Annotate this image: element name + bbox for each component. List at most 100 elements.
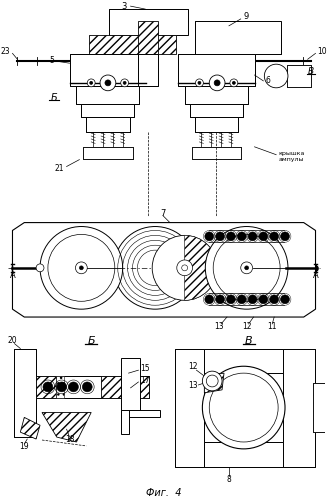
Circle shape (280, 295, 289, 304)
Circle shape (195, 79, 203, 87)
Bar (175, 348, 204, 467)
Circle shape (215, 232, 224, 241)
Bar (204, 442, 283, 466)
Circle shape (79, 266, 83, 270)
Bar (83, 147, 133, 158)
Text: 18: 18 (65, 434, 74, 444)
Text: ампулы: ампулы (278, 157, 304, 162)
Bar (121, 410, 129, 434)
Bar (70, 54, 146, 86)
Bar (83, 147, 133, 158)
Bar (195, 21, 244, 54)
Circle shape (121, 79, 129, 87)
Circle shape (259, 295, 268, 304)
Bar (195, 118, 238, 132)
Polygon shape (20, 418, 40, 439)
Circle shape (264, 64, 288, 88)
Circle shape (248, 232, 257, 241)
Bar (96, 56, 116, 66)
Text: 9: 9 (244, 12, 249, 22)
Bar (126, 376, 149, 398)
Text: 12: 12 (188, 362, 197, 370)
Circle shape (205, 232, 214, 241)
Circle shape (202, 366, 285, 449)
Bar (195, 56, 216, 66)
Circle shape (36, 264, 44, 272)
Bar (192, 147, 241, 158)
Circle shape (202, 371, 222, 391)
Text: Б: Б (51, 92, 57, 102)
Bar (195, 34, 281, 54)
Bar (313, 383, 327, 432)
Circle shape (48, 234, 115, 302)
Circle shape (82, 382, 92, 392)
Circle shape (213, 234, 280, 302)
Circle shape (280, 232, 289, 241)
Circle shape (100, 75, 116, 90)
Circle shape (69, 382, 78, 392)
Bar (287, 65, 311, 87)
Circle shape (105, 80, 111, 86)
Circle shape (43, 382, 53, 392)
Text: 7: 7 (160, 209, 166, 218)
Bar (109, 9, 188, 21)
Circle shape (248, 295, 257, 304)
Text: В: В (245, 336, 253, 345)
Bar (204, 442, 283, 466)
Wedge shape (185, 236, 217, 300)
Circle shape (237, 232, 246, 241)
Circle shape (123, 82, 126, 84)
Text: 5: 5 (49, 56, 54, 64)
Polygon shape (12, 222, 316, 317)
Circle shape (270, 295, 278, 304)
Bar (14, 348, 36, 437)
Bar (14, 348, 36, 437)
Text: В: В (308, 66, 314, 76)
Bar (81, 104, 134, 118)
Circle shape (230, 79, 238, 87)
Bar (138, 21, 158, 54)
Bar (313, 383, 327, 432)
Circle shape (75, 262, 87, 274)
Text: 21: 21 (54, 164, 64, 173)
Bar (283, 348, 315, 467)
Circle shape (87, 79, 95, 87)
Text: 13: 13 (188, 382, 197, 390)
Bar (86, 118, 130, 132)
Bar (190, 104, 243, 118)
Text: 15: 15 (140, 364, 150, 372)
Bar (101, 376, 126, 398)
Circle shape (232, 82, 235, 84)
Circle shape (209, 75, 225, 90)
Bar (56, 376, 64, 398)
Bar (89, 34, 176, 54)
Text: 19: 19 (19, 442, 29, 452)
Bar (175, 348, 204, 467)
Bar (86, 118, 130, 132)
Text: 6: 6 (265, 76, 270, 86)
Bar (204, 348, 283, 373)
Circle shape (259, 232, 268, 241)
Circle shape (206, 375, 218, 387)
Bar (192, 147, 241, 158)
Text: 23: 23 (1, 47, 10, 56)
Bar (178, 54, 255, 86)
Circle shape (57, 382, 67, 392)
Bar (138, 54, 158, 86)
Text: 3: 3 (121, 2, 127, 11)
Circle shape (182, 265, 188, 271)
Circle shape (237, 295, 246, 304)
Text: А: А (10, 271, 15, 280)
Text: крышка: крышка (278, 151, 304, 156)
Circle shape (215, 295, 224, 304)
Bar (283, 348, 315, 467)
Bar (76, 86, 139, 104)
Bar (121, 410, 160, 418)
Bar (185, 86, 248, 104)
Bar (185, 86, 248, 104)
Circle shape (205, 226, 288, 309)
Text: Б: Б (87, 336, 95, 345)
Polygon shape (204, 373, 224, 393)
Text: 12: 12 (242, 322, 251, 332)
Text: 8: 8 (227, 475, 231, 484)
